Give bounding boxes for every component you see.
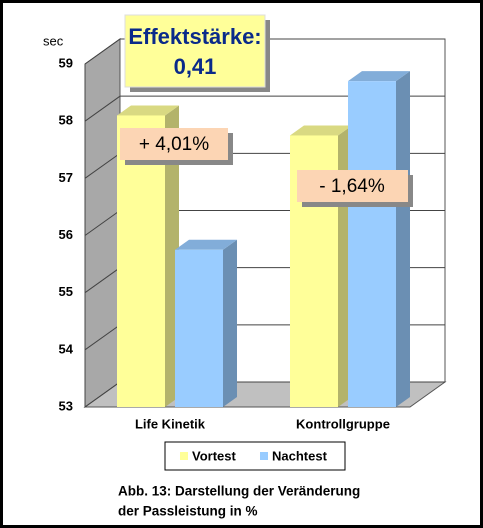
bar-top <box>117 105 179 116</box>
annotation: 0,41 <box>174 54 217 79</box>
annotation-box <box>120 128 228 160</box>
legend-label: Nachtest <box>272 448 328 463</box>
legend <box>164 441 346 471</box>
bar-side <box>223 239 237 407</box>
legend-label: Vortest <box>192 448 236 463</box>
y-axis-label: sec <box>43 33 64 48</box>
y-tick-label: 57 <box>59 170 73 185</box>
bar-side <box>396 71 410 408</box>
legend-swatch <box>180 452 188 460</box>
bar-top <box>290 125 352 136</box>
y-tick-label: 58 <box>59 113 73 128</box>
annotation: Effektstärke: <box>128 24 261 49</box>
grid-line <box>84 38 445 65</box>
plot: 53 54 55 56 57 58 59 Life Kinetik Kontrollgruppe <box>59 38 447 431</box>
bar <box>348 81 396 408</box>
caption: der Passleistung in % <box>118 504 258 519</box>
x-tick-label: Life Kinetik <box>135 416 206 431</box>
annotation-box <box>297 170 408 202</box>
legend-swatch <box>260 452 268 460</box>
x-tick-label: Kontrollgruppe <box>296 416 390 431</box>
y-tick-label: 56 <box>59 227 73 242</box>
y-tick-label: 53 <box>59 398 73 413</box>
annotation: - 1,64% <box>319 176 385 197</box>
annotation: + 4,01% <box>139 134 209 155</box>
y-tick-label: 55 <box>59 284 73 299</box>
grid-line <box>84 95 445 122</box>
bar <box>175 249 223 407</box>
bar-top <box>348 71 410 82</box>
caption: Abb. 13: Darstellung der Veränderung <box>118 484 360 499</box>
y-tick-label: 59 <box>59 55 73 70</box>
bar-top <box>175 239 237 250</box>
y-tick-label: 54 <box>59 341 74 356</box>
annotation-box <box>124 14 266 88</box>
